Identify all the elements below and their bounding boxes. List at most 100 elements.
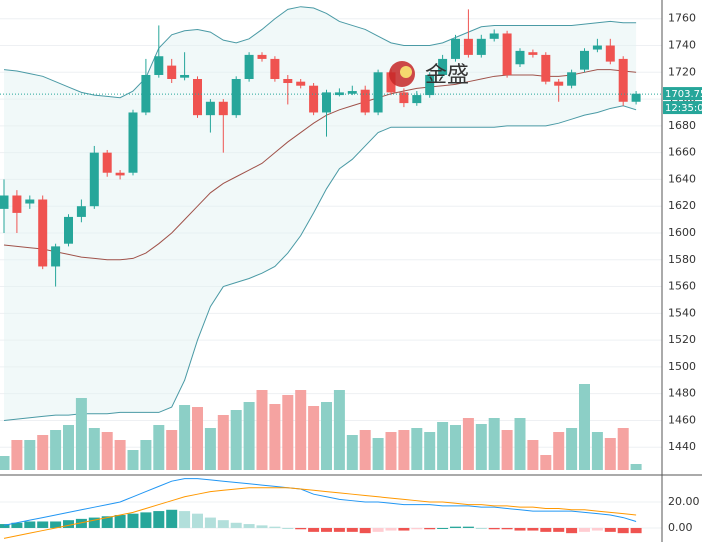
macd-bar [321, 527, 332, 532]
macd-bar [359, 527, 371, 534]
candle-body [373, 72, 383, 113]
y-tick-label: 1580 [668, 253, 696, 266]
volume-bar [437, 422, 449, 470]
candle-body [580, 50, 589, 70]
macd-bar [11, 522, 23, 528]
volume-bar [359, 430, 371, 470]
volume-bar [411, 428, 423, 470]
band-line [3, 105, 637, 421]
candle-body [180, 74, 190, 78]
volume-bar [282, 395, 294, 470]
candle-body [322, 92, 331, 113]
y-tick-label: 1440 [668, 440, 696, 453]
band-line [3, 6, 637, 99]
last-time-tag [663, 101, 702, 115]
candle-body [64, 216, 73, 244]
volume-bar [385, 432, 397, 470]
volume-bar [101, 432, 113, 470]
candle-body [115, 172, 125, 176]
volume-bar [127, 450, 139, 470]
macd-bar [630, 527, 642, 534]
volume-bar [604, 438, 616, 470]
candle-body [167, 65, 177, 79]
y-tick-label: 1620 [668, 199, 696, 212]
volume-bar [462, 418, 474, 470]
volume-bar [527, 440, 539, 470]
macd-bar [166, 509, 178, 528]
candle-body [102, 152, 112, 173]
candle-body [463, 38, 473, 55]
candle-body [257, 54, 267, 59]
macd-bar [553, 527, 565, 532]
volume-bar [63, 425, 74, 470]
last-time-label: 12:35:09 [665, 103, 702, 114]
volume-bar [24, 440, 36, 470]
macd-bar [0, 524, 10, 528]
candle-body [0, 195, 9, 209]
volume-bar [230, 410, 242, 470]
macd-bar [153, 511, 165, 528]
candle-body [386, 72, 396, 93]
macd-bar [540, 527, 552, 532]
macd-bar [192, 513, 203, 528]
y-tick-label: 1600 [668, 226, 696, 239]
volume-bar [346, 435, 358, 470]
volume-bar [514, 418, 526, 470]
macd-bar [437, 527, 449, 529]
macd-bar [501, 527, 513, 530]
candle-body [631, 93, 641, 102]
macd-bar [411, 527, 423, 530]
y-tick-label: 1680 [668, 119, 696, 132]
volume-bar [398, 430, 410, 470]
price-axis-bg [662, 0, 702, 542]
macd-bar [114, 514, 126, 528]
macd-bar [475, 527, 487, 529]
volume-bar [37, 435, 49, 470]
macd-bar [346, 527, 358, 532]
y-tick-label: 1660 [668, 146, 696, 159]
macd-bar [579, 527, 590, 532]
y-tick-label: 1560 [668, 280, 696, 293]
candle-body [360, 89, 370, 113]
volume-bar [475, 424, 487, 470]
candle-body [76, 206, 86, 217]
volume-bar [540, 455, 552, 470]
y2-tick-label: 20.00 [668, 495, 700, 508]
volume-bar [579, 384, 590, 470]
candle-body [270, 58, 280, 79]
macd-bar [282, 527, 294, 529]
candle-body [154, 56, 164, 75]
candle-body [89, 152, 99, 207]
candle-body [618, 58, 628, 102]
volume-bar [591, 432, 603, 470]
macd-bar [295, 527, 307, 530]
macd-bar [243, 524, 255, 528]
volume-bar [88, 428, 100, 470]
y-tick-label: 1500 [668, 360, 696, 373]
y-tick-label: 1740 [668, 39, 696, 52]
macd-bar [591, 527, 603, 531]
y-tick-label: 1520 [668, 333, 696, 346]
candle-body [438, 58, 448, 75]
volume-bar [321, 402, 332, 470]
macd-bar [256, 525, 268, 528]
macd-bar [527, 527, 539, 531]
macd-bar [140, 512, 152, 528]
macd-bar [101, 516, 113, 528]
volume-bar [75, 398, 87, 470]
macd-bar [488, 527, 500, 530]
candle-body [231, 79, 241, 116]
candle-body [592, 45, 602, 50]
macd-bar [424, 527, 436, 530]
candle-body [218, 101, 228, 116]
candle-body [412, 95, 422, 104]
macd-bar [372, 527, 384, 532]
candle-body [12, 195, 22, 213]
volume-bar [269, 404, 281, 470]
candle-body [283, 79, 293, 84]
volume-bar [501, 430, 513, 470]
volume-bar [295, 390, 307, 470]
macd-bar [333, 527, 345, 532]
volume-bar [424, 432, 436, 470]
